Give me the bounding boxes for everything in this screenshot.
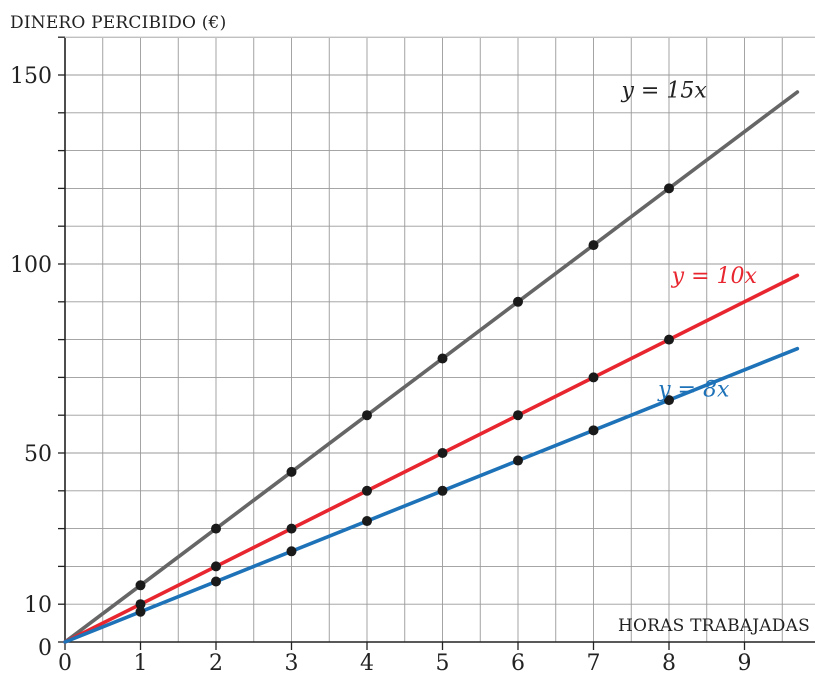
labels: DINERO PERCIBIDO (€) HORAS TRABAJADAS bbox=[10, 13, 810, 636]
data-point bbox=[286, 466, 297, 477]
data-point bbox=[362, 516, 372, 527]
data-point bbox=[588, 240, 599, 251]
data-point bbox=[437, 485, 448, 496]
series-label: y = 10x bbox=[671, 264, 758, 289]
series-line bbox=[63, 346, 800, 644]
series-line bbox=[63, 273, 800, 644]
series-15x: y = 15x bbox=[63, 79, 800, 644]
series-8x: y = 8x bbox=[63, 346, 800, 644]
series-label: y = 15x bbox=[621, 79, 708, 104]
data-point bbox=[513, 455, 523, 466]
x-tick-label: 2 bbox=[209, 651, 223, 675]
series-10x: y = 10x bbox=[63, 264, 800, 644]
x-tick-label: 7 bbox=[587, 651, 601, 675]
data-point bbox=[588, 372, 599, 383]
data-point bbox=[135, 606, 146, 617]
data-point bbox=[437, 353, 448, 364]
data-point bbox=[211, 561, 221, 572]
data-point bbox=[437, 448, 448, 458]
x-tick-label: 5 bbox=[436, 651, 450, 675]
series: y = 15x y = 10x y = 8x bbox=[63, 79, 800, 644]
data-point bbox=[135, 599, 146, 610]
data-point bbox=[664, 395, 674, 406]
y-tick-label: 10 bbox=[24, 593, 52, 618]
data-point bbox=[362, 410, 372, 421]
x-tick-label: 4 bbox=[360, 651, 374, 675]
data-point bbox=[664, 334, 674, 345]
series-line bbox=[63, 90, 800, 644]
x-tick-label: 3 bbox=[285, 651, 299, 675]
data-point bbox=[362, 485, 372, 496]
x-axis-title: HORAS TRABAJADAS bbox=[618, 616, 810, 636]
data-point bbox=[286, 546, 297, 557]
x-tick-label: 0 bbox=[58, 651, 72, 675]
data-point bbox=[588, 425, 599, 436]
x-tick-label: 9 bbox=[738, 651, 752, 675]
y-tick-label: 100 bbox=[10, 253, 52, 278]
axes: 0 1 2 3 4 5 6 7 8 9 0 10 50 100 150 bbox=[10, 36, 815, 676]
data-point bbox=[135, 580, 146, 591]
y-tick-label: 50 bbox=[24, 442, 52, 467]
x-tick-label: 8 bbox=[662, 651, 676, 675]
data-point bbox=[513, 410, 523, 421]
data-point bbox=[211, 523, 221, 534]
series-label: y = 8x bbox=[657, 377, 730, 402]
y-tick-label: 0 bbox=[38, 636, 52, 661]
data-point bbox=[664, 183, 674, 194]
grid bbox=[65, 36, 815, 642]
y-axis-title: DINERO PERCIBIDO (€) bbox=[10, 13, 226, 33]
data-point bbox=[286, 523, 297, 534]
data-point bbox=[513, 296, 523, 307]
y-tick-label: 150 bbox=[10, 64, 52, 89]
x-tick-label: 6 bbox=[511, 651, 525, 675]
data-point bbox=[211, 576, 221, 587]
x-tick-label: 1 bbox=[134, 651, 148, 675]
